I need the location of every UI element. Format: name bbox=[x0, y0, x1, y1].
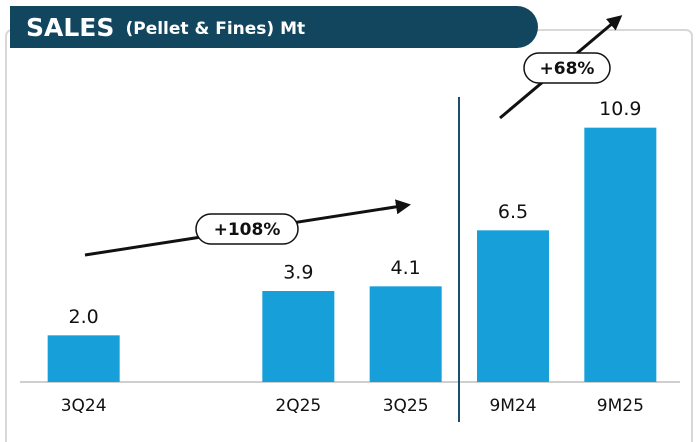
x-tick-label: 3Q24 bbox=[61, 396, 107, 416]
chart-title: SALES bbox=[26, 13, 114, 42]
data-label: 2.0 bbox=[69, 306, 99, 328]
annotation-pill bbox=[195, 213, 299, 245]
annotation: +108% bbox=[214, 220, 281, 240]
bar bbox=[477, 230, 549, 382]
bar bbox=[262, 291, 335, 382]
data-label: 3.9 bbox=[283, 262, 313, 284]
header-bar bbox=[10, 6, 538, 48]
x-tick-label: 2Q25 bbox=[275, 396, 321, 416]
chart-subtitle: (Pellet & Fines) Mt bbox=[125, 19, 305, 39]
data-label: 10.9 bbox=[599, 98, 641, 120]
bar bbox=[369, 286, 442, 382]
annotation-pill bbox=[523, 52, 611, 84]
data-label: 4.1 bbox=[391, 257, 421, 279]
bar bbox=[584, 127, 657, 383]
x-tick-label: 3Q25 bbox=[383, 396, 429, 416]
header-corner bbox=[10, 6, 50, 48]
annotation: +68% bbox=[540, 59, 595, 79]
x-tick-label: 9M25 bbox=[597, 396, 644, 416]
bar bbox=[47, 335, 120, 382]
chart-title-group: SALES (Pellet & Fines) Mt bbox=[26, 13, 305, 42]
data-label: 6.5 bbox=[498, 201, 528, 223]
x-tick-label: 9M24 bbox=[489, 396, 536, 416]
